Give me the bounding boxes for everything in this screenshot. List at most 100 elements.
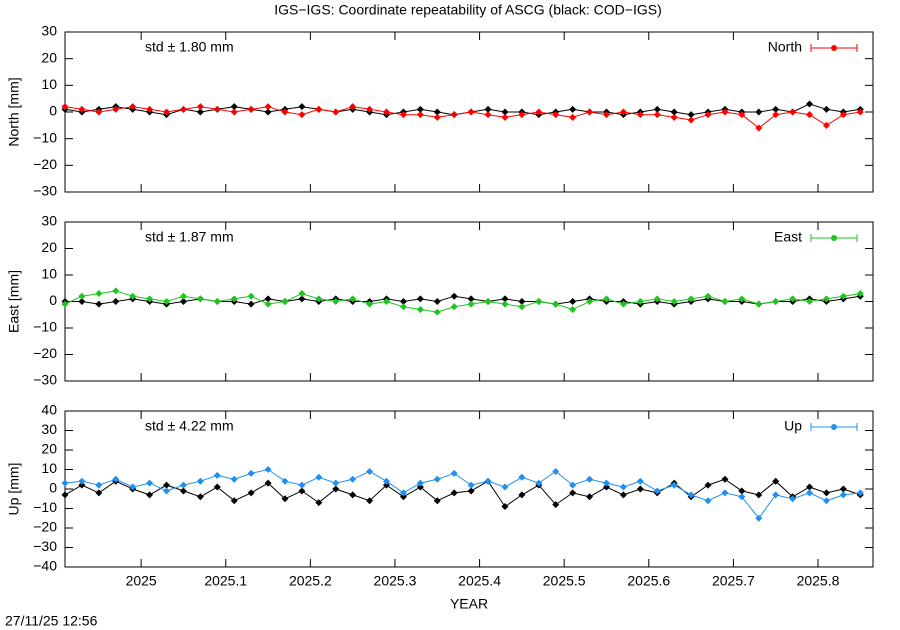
data-point	[687, 295, 695, 303]
data-point	[433, 113, 441, 121]
data-point	[78, 481, 86, 489]
data-point	[433, 308, 441, 316]
data-point	[450, 111, 458, 119]
series	[61, 287, 864, 316]
data-point	[806, 483, 814, 491]
data-point	[298, 103, 306, 111]
data-point	[806, 298, 814, 305]
data-point	[332, 108, 340, 116]
data-point	[213, 298, 221, 305]
y-tick-label: −30	[33, 538, 57, 554]
data-point	[839, 485, 847, 493]
data-point	[163, 298, 171, 305]
y-axis-label: East [mm]	[6, 270, 22, 333]
data-point	[213, 105, 221, 113]
data-point	[501, 483, 509, 491]
y-tick-label: 0	[49, 103, 57, 119]
data-point	[281, 298, 289, 305]
data-point	[670, 113, 678, 121]
data-point	[467, 487, 475, 495]
data-point	[484, 298, 492, 305]
data-point	[399, 111, 407, 119]
data-point	[772, 491, 780, 499]
data-point	[146, 479, 154, 487]
data-point	[298, 290, 306, 298]
x-tick-label: 2025.3	[374, 573, 417, 589]
data-point	[602, 483, 610, 491]
data-point	[636, 485, 644, 493]
y-tick-label: 0	[49, 292, 57, 308]
data-point	[264, 466, 272, 473]
data-point	[772, 477, 780, 485]
y-tick-label: −40	[33, 558, 57, 574]
data-point	[315, 473, 323, 481]
data-point	[501, 108, 509, 116]
data-point	[298, 487, 306, 495]
data-point	[822, 489, 830, 497]
data-point	[535, 298, 543, 305]
data-point	[129, 483, 137, 491]
data-point	[112, 475, 120, 483]
data-point	[619, 491, 627, 499]
data-point	[501, 300, 509, 308]
data-point	[399, 493, 407, 501]
data-point	[213, 471, 221, 479]
data-point	[112, 298, 120, 305]
data-point	[112, 287, 120, 295]
data-point	[416, 483, 424, 491]
data-point	[789, 295, 797, 303]
data-point	[721, 108, 729, 116]
data-point	[687, 111, 695, 119]
y-tick-label: −20	[33, 519, 57, 535]
data-point	[636, 111, 644, 119]
data-point	[552, 501, 560, 509]
data-point	[112, 105, 120, 113]
data-point	[230, 475, 238, 483]
data-point	[467, 295, 475, 303]
data-point	[298, 111, 306, 119]
data-point	[163, 487, 171, 495]
data-point	[383, 298, 391, 305]
data-point	[196, 103, 204, 111]
x-axis-label: YEAR	[450, 596, 488, 612]
data-point	[315, 295, 323, 303]
data-point	[484, 477, 492, 485]
data-point	[687, 491, 695, 499]
data-point	[213, 483, 221, 491]
data-point	[586, 298, 594, 305]
data-point	[78, 105, 86, 113]
legend-label: East	[774, 229, 802, 245]
data-point	[653, 105, 661, 113]
data-point	[281, 495, 289, 503]
x-tick-label: 2025.6	[627, 573, 670, 589]
data-point	[61, 103, 69, 111]
data-point	[636, 477, 644, 485]
data-point	[179, 292, 187, 300]
data-point	[755, 491, 763, 499]
data-point	[179, 298, 187, 305]
data-point	[450, 292, 458, 300]
data-point	[822, 105, 830, 113]
data-point	[61, 300, 69, 308]
data-point	[839, 491, 847, 499]
data-point	[501, 503, 509, 511]
data-point	[738, 487, 746, 495]
data-point	[383, 108, 391, 116]
data-point	[619, 300, 627, 308]
data-point	[839, 292, 847, 300]
data-point	[755, 124, 763, 132]
data-point	[704, 111, 712, 119]
data-point	[569, 489, 577, 497]
data-point	[230, 295, 238, 303]
data-point	[247, 105, 255, 113]
data-point	[653, 295, 661, 303]
y-tick-label: 30	[41, 421, 57, 437]
data-point	[332, 485, 340, 493]
data-point	[315, 499, 323, 507]
data-point	[366, 300, 374, 308]
data-point	[856, 290, 864, 298]
series	[61, 103, 864, 132]
data-point	[230, 108, 238, 116]
data-point	[789, 108, 797, 116]
data-point	[772, 111, 780, 119]
